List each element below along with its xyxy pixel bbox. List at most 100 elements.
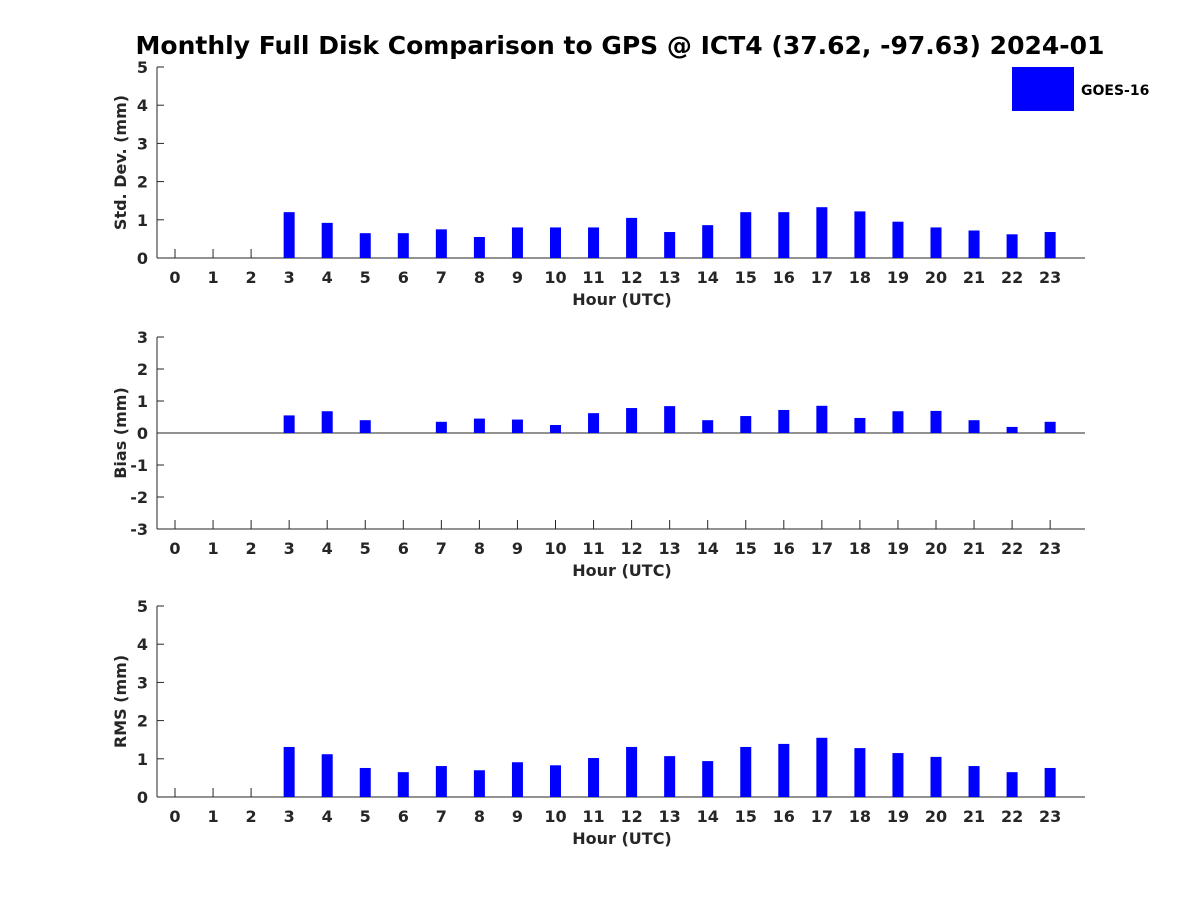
bar [854,211,866,258]
x-tick-label: 5 [360,539,371,558]
y-tick-label: 1 [137,392,148,411]
x-tick-label: 15 [735,539,757,558]
x-tick-label: 10 [544,268,566,287]
x-tick-label: 23 [1039,807,1061,826]
x-tick-label: 15 [735,807,757,826]
x-tick-label: 7 [436,539,447,558]
bar [359,767,371,797]
x-tick-label: 13 [659,268,681,287]
x-tick-label: 9 [512,268,523,287]
x-tick-label: 16 [773,807,795,826]
bar [626,746,638,797]
x-tick-label: 10 [544,807,566,826]
x-tick-label: 21 [963,807,985,826]
x-tick-label: 1 [207,268,218,287]
bar [550,227,561,258]
y-axis-label: RMS (mm) [111,655,130,748]
x-tick-label: 6 [398,539,409,558]
bar [702,225,714,258]
bar [397,772,409,797]
y-tick-label: 0 [137,788,148,807]
bar [778,743,790,797]
x-tick-label: 20 [925,539,947,558]
x-tick-label: 17 [811,539,833,558]
x-tick-label: 2 [246,268,257,287]
bar [1044,767,1056,797]
bar [588,413,600,433]
bar [321,754,333,797]
x-tick-label: 18 [849,539,871,558]
bar [626,217,638,258]
x-tick-label: 12 [620,268,642,287]
bar [435,421,447,433]
y-tick-label: 3 [137,328,148,347]
x-tick-label: 6 [398,807,409,826]
y-tick-label: 5 [137,597,148,616]
x-tick-label: 7 [436,268,447,287]
bar [473,770,485,797]
x-tick-label: 2 [246,807,257,826]
x-axis-label: Hour (UTC) [572,561,672,580]
x-tick-label: 17 [811,807,833,826]
x-tick-label: 2 [246,539,257,558]
x-tick-label: 19 [887,539,909,558]
y-tick-label: 0 [137,249,148,268]
bar [892,411,904,433]
bar [359,233,371,258]
bar [740,212,752,258]
bar [1006,772,1018,797]
y-tick-label: 3 [137,134,148,153]
x-tick-label: 11 [582,268,604,287]
y-tick-label: -1 [130,456,148,475]
bar [321,411,333,433]
x-tick-label: 8 [474,268,485,287]
y-tick-label: 4 [137,635,148,654]
bar [321,222,333,258]
bar [892,753,904,797]
x-tick-label: 10 [544,539,566,558]
x-tick-label: 20 [925,268,947,287]
y-tick-label: 2 [137,360,148,379]
bar [550,765,561,797]
x-tick-label: 0 [169,539,180,558]
legend-swatch [1012,67,1074,111]
x-tick-label: 23 [1039,539,1061,558]
y-tick-label: 4 [137,96,148,115]
x-tick-label: 0 [169,268,180,287]
bar [664,406,676,433]
bar [1044,232,1056,258]
x-tick-label: 14 [697,539,719,558]
bar [854,417,866,433]
y-axis-label: Std. Dev. (mm) [111,95,130,230]
bar [473,236,485,258]
bar [702,420,714,433]
bar [816,405,828,433]
x-tick-label: 1 [207,807,218,826]
bar [968,420,980,433]
x-tick-label: 16 [773,539,795,558]
x-tick-label: 7 [436,807,447,826]
y-tick-label: 2 [137,173,148,192]
bar [435,766,447,797]
bar [1006,234,1018,258]
x-tick-label: 21 [963,268,985,287]
bar [283,415,295,433]
x-axis-label: Hour (UTC) [572,290,672,309]
y-tick-label: 5 [137,58,148,77]
y-tick-label: -2 [130,488,148,507]
x-tick-label: 9 [512,807,523,826]
x-tick-label: 22 [1001,268,1023,287]
x-tick-label: 19 [887,268,909,287]
bar [435,229,447,258]
x-tick-label: 8 [474,807,485,826]
bar [283,746,295,797]
bar [664,756,676,797]
x-tick-label: 13 [659,539,681,558]
bar [816,737,828,797]
bar [359,420,371,433]
x-tick-label: 3 [284,268,295,287]
bar [778,212,790,258]
